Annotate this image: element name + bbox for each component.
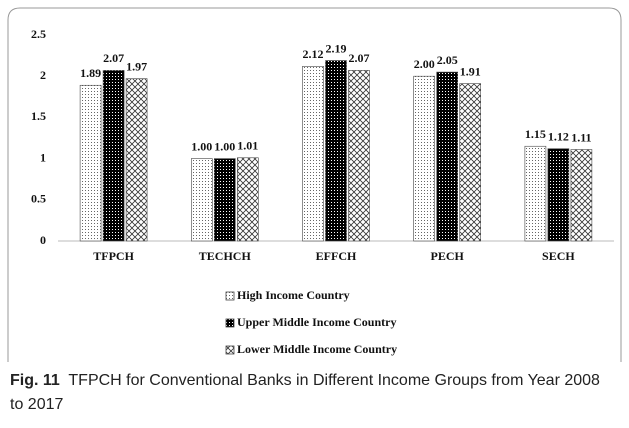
- value-label: 2.05: [437, 53, 458, 67]
- y-tick-label: 0: [40, 233, 46, 247]
- y-tick-label: 0.5: [31, 192, 46, 206]
- legend-swatch: [225, 291, 235, 301]
- value-label: 1.11: [571, 130, 591, 144]
- value-label: 2.07: [349, 51, 370, 65]
- bar: [191, 158, 213, 242]
- bar: [102, 70, 125, 242]
- bar: [302, 66, 324, 242]
- value-label: 1.12: [548, 129, 569, 143]
- value-label: 1.01: [237, 139, 258, 153]
- value-label: 1.91: [460, 64, 481, 78]
- bar: [547, 148, 570, 242]
- legend-swatch: [225, 345, 235, 355]
- value-label: 2.07: [103, 51, 124, 65]
- value-label: 2.19: [326, 41, 347, 55]
- legend-label: Lower Middle Income Country: [237, 342, 397, 356]
- y-tick-label: 1: [40, 150, 46, 164]
- legend-label: High Income Country: [237, 288, 350, 302]
- bar: [524, 145, 547, 242]
- caption: Fig. 11 TFPCH for Conventional Banks in …: [10, 369, 610, 417]
- x-tick-label: TECHCH: [199, 249, 252, 263]
- bar: [79, 84, 102, 242]
- bar: [237, 157, 259, 242]
- value-label: 1.97: [126, 59, 147, 73]
- x-tick-label: EFFCH: [316, 249, 357, 263]
- value-label: 2.00: [414, 57, 435, 71]
- value-label: 1.15: [525, 127, 546, 141]
- x-tick-label: SECH: [542, 249, 575, 263]
- bar: [436, 71, 459, 242]
- bar: [348, 70, 370, 242]
- x-tick-label: TFPCH: [93, 249, 134, 263]
- bar: [459, 83, 482, 242]
- x-tick-label: PECH: [431, 249, 465, 263]
- y-tick-label: 2.5: [31, 27, 46, 41]
- legend-label: Upper Middle Income Country: [237, 315, 396, 329]
- value-label: 1.00: [214, 139, 235, 153]
- caption-label: Fig. 11: [10, 372, 60, 389]
- y-tick-label: 2: [40, 68, 46, 82]
- bar: [570, 149, 593, 242]
- legend-swatch: [225, 318, 235, 328]
- bar: [413, 75, 436, 242]
- caption-text: TFPCH for Conventional Banks in Differen…: [10, 372, 600, 413]
- bar: [214, 158, 236, 242]
- value-label: 1.00: [191, 139, 212, 153]
- value-label: 1.89: [80, 66, 101, 80]
- frame: [7, 7, 622, 362]
- bar: [125, 78, 148, 242]
- value-label: 2.12: [303, 47, 324, 61]
- y-tick-label: 1.5: [31, 109, 46, 123]
- bar: [325, 60, 347, 242]
